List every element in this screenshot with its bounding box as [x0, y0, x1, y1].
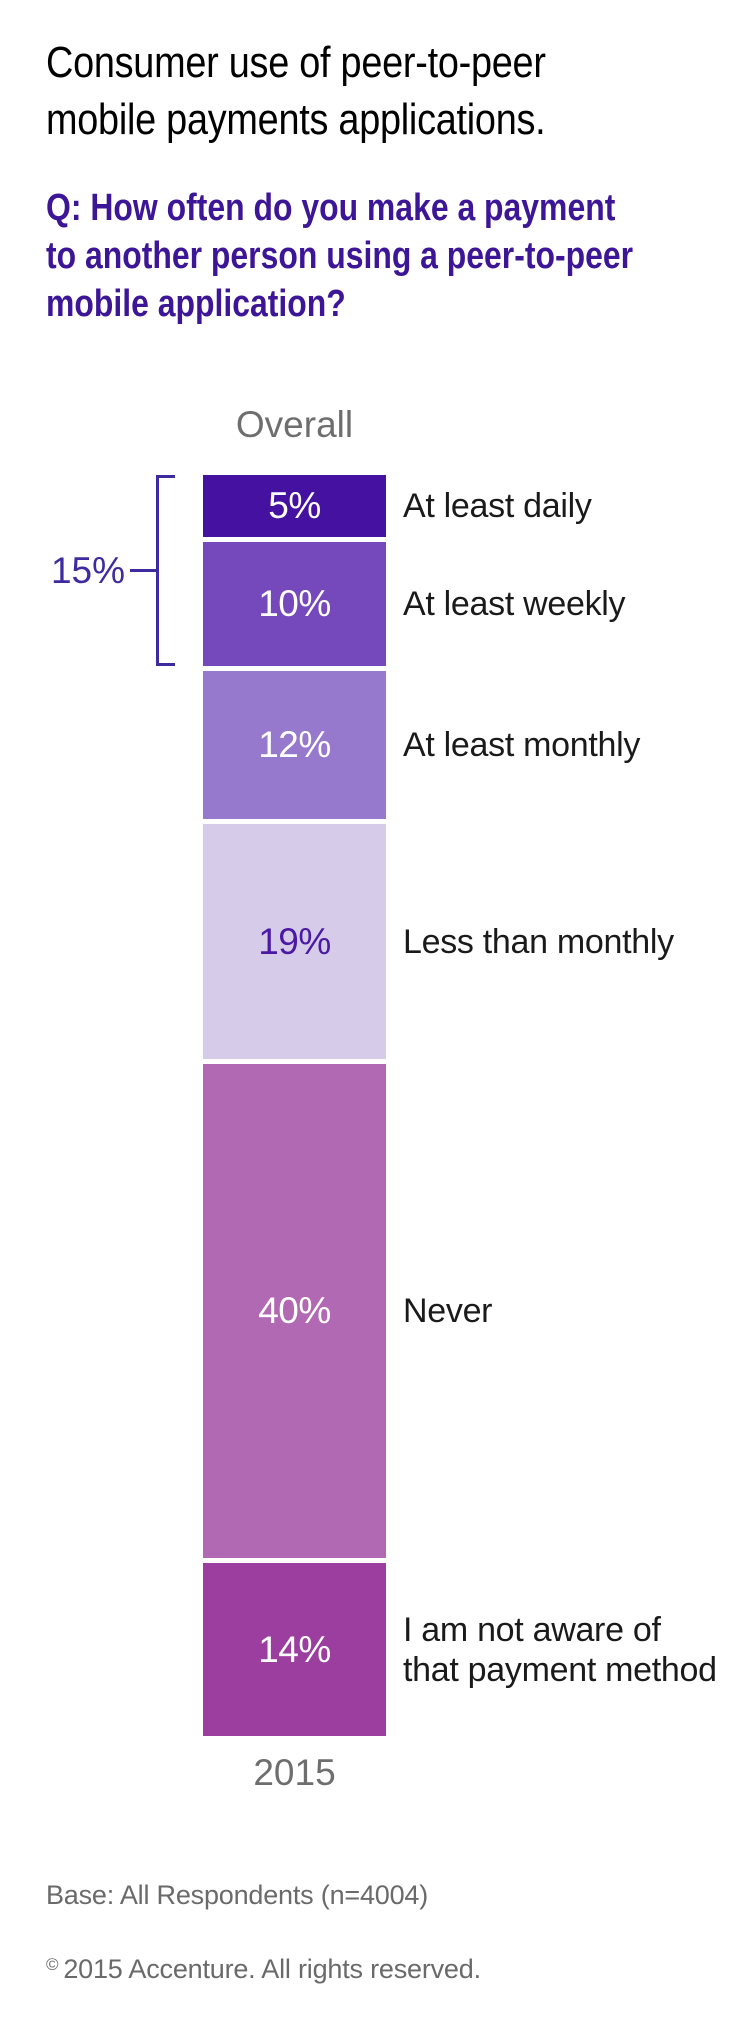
copyright-text: 2015 Accenture. All rights reserved. [63, 1954, 481, 1984]
bracket [156, 475, 175, 666]
segment-category: Never [403, 1292, 493, 1330]
bracket-label: 15% [50, 550, 125, 591]
segment-value: 5% [268, 485, 321, 526]
base-note: Base: All Respondents (n=4004) [46, 1880, 429, 1910]
survey-question: Q: How often do you make a payment to an… [46, 184, 633, 328]
segment-category: At least daily [403, 487, 592, 525]
segment-value: 40% [258, 1290, 331, 1331]
segment-value: 19% [258, 920, 331, 962]
bar-segment: 12% At least monthly [203, 671, 640, 819]
x-axis-label: 2015 [253, 1752, 336, 1793]
segment-category: I am not aware of that payment method [403, 1610, 717, 1689]
copyright-note: © 2015 Accenture. All rights reserved. [46, 1954, 481, 1985]
question-line-2: to another person using a peer-to-peer [46, 235, 634, 277]
segment-value: 10% [258, 583, 331, 624]
page-title: Consumer use of peer-to-peer mobile paym… [46, 34, 546, 148]
question-line-1: Q: How often do you make a payment [46, 187, 616, 229]
bar-segment: 19% Less than monthly [203, 824, 674, 1059]
bar-segment: 40% Never [203, 1064, 493, 1558]
copyright-symbol: © [46, 1955, 59, 1974]
question-line-3: mobile application? [46, 283, 346, 325]
stacked-bar: 5% At least daily 10% At least weekly 12% At … [203, 475, 717, 1736]
bracket-dash [130, 569, 156, 572]
bar-segment: 5% At least daily [203, 475, 592, 537]
segment-value: 12% [258, 724, 331, 765]
segment-category: Less than monthly [403, 922, 674, 961]
bar-segment: 14% I am not aware of that payment method [203, 1563, 717, 1736]
segment-value: 14% [258, 1628, 331, 1670]
bar-segment: 10% At least weekly [203, 542, 626, 666]
column-header-overall: Overall [235, 404, 354, 445]
stacked-bar-chart: 15% 5% At least daily 10% At least weekly 12… [51, 475, 717, 1793]
title-line-1: Consumer use of peer-to-peer [46, 38, 546, 87]
segment-category: At least weekly [403, 585, 626, 623]
title-line-2: mobile payments applications. [46, 95, 546, 144]
segment-category: At least monthly [403, 726, 641, 764]
